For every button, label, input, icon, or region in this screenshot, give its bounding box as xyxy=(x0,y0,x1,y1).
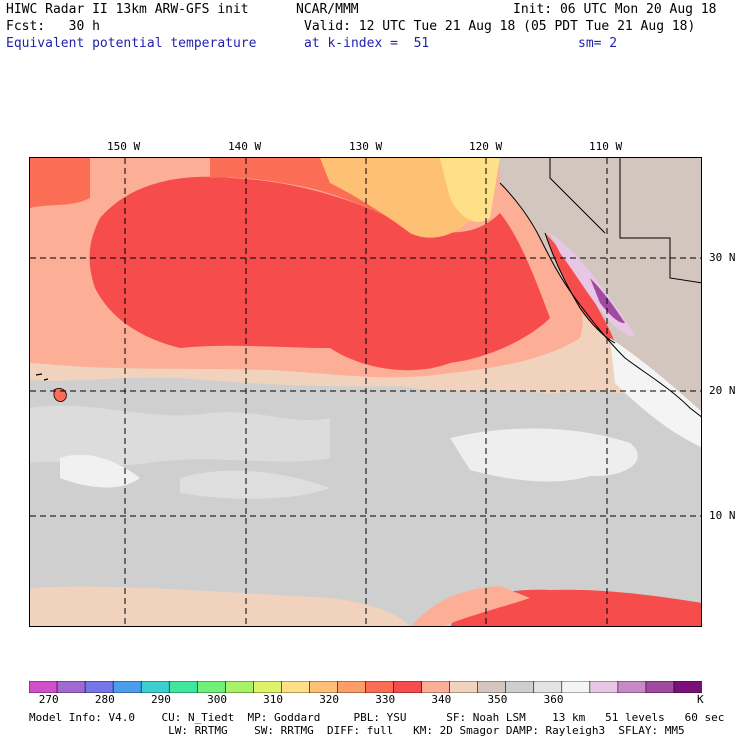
forecast-hour: Fcst: 30 h xyxy=(6,19,100,34)
colorbar-swatch xyxy=(140,681,171,693)
white-patch-1 xyxy=(60,454,140,488)
colorbar-swatch xyxy=(56,681,86,693)
institution-label: NCAR/MMM xyxy=(296,2,359,17)
white-patch-3 xyxy=(180,470,330,499)
field-name: Equivalent potential temperature xyxy=(6,36,257,51)
colorbar-swatch xyxy=(337,681,367,693)
south-salmon-band xyxy=(411,586,530,626)
mexico-coast xyxy=(610,338,701,448)
hawaii-big-island xyxy=(53,388,67,402)
colorbar-tick-label: 310 xyxy=(263,693,283,706)
colorbar-swatch xyxy=(617,681,647,693)
colorbar-swatch xyxy=(505,681,535,693)
coastline xyxy=(499,182,701,418)
colorbar-tick-label: 350 xyxy=(487,693,508,706)
colorbar-swatch xyxy=(309,681,339,693)
colorbar-swatch xyxy=(224,681,255,693)
lat-lon-grid xyxy=(30,158,701,626)
colorbar-tick-label: 320 xyxy=(319,693,340,706)
colorbar xyxy=(29,681,702,693)
level-label: at k-index = 51 xyxy=(304,36,430,51)
south-tan-band xyxy=(30,586,409,626)
red-nw-corner xyxy=(30,158,90,208)
lat-label-10n: 10 N xyxy=(709,509,736,522)
colorbar-swatch xyxy=(29,681,58,693)
colorbar-swatch xyxy=(168,681,199,693)
model-title: HIWC Radar II 13km ARW-GFS init xyxy=(6,2,249,17)
colorbar-swatch xyxy=(561,681,591,693)
colorbar-swatch xyxy=(589,681,619,693)
colorbar-unit: K xyxy=(697,693,704,706)
theta-e-map xyxy=(29,157,702,627)
light-orange-north xyxy=(320,158,480,238)
colorbar-swatch xyxy=(645,681,675,693)
colorbar-swatch xyxy=(84,681,114,693)
state-borders xyxy=(549,158,701,284)
colorbar-swatch xyxy=(281,681,311,693)
lon-label-120w: 120 W xyxy=(469,140,503,153)
tropical-light-band xyxy=(30,405,330,466)
colorbar-tick-label: 280 xyxy=(94,693,115,706)
valid-time: Valid: 12 UTC Tue 21 Aug 18 (05 PDT Tue … xyxy=(304,19,696,34)
colorbar-tick-label: 270 xyxy=(38,693,59,706)
colorbar-swatch xyxy=(393,681,423,693)
init-time: Init: 06 UTC Mon 20 Aug 18 xyxy=(513,2,717,17)
colorbar-tick-label: 330 xyxy=(375,693,396,706)
baja-peninsula xyxy=(545,233,615,343)
red-warm-core xyxy=(89,176,551,371)
lat-label-30n: 30 N xyxy=(709,251,736,264)
smoothing-label: sm= 2 xyxy=(578,36,618,51)
colorbar-tick-label: 300 xyxy=(207,693,227,706)
lon-label-150w: 150 W xyxy=(107,140,141,153)
lon-label-110w: 110 W xyxy=(589,140,623,153)
baja-coastline xyxy=(544,232,616,344)
colorbar-swatch xyxy=(533,681,563,693)
hawaii-small-islands xyxy=(35,373,49,381)
model-info-line1: Model Info: V4.0 CU: N_Tiedt MP: Goddard… xyxy=(29,711,725,724)
colorbar-tick-label: 290 xyxy=(151,693,171,706)
colorbar-tick-label: 360 xyxy=(543,693,564,706)
colorbar-swatch xyxy=(449,681,479,693)
colorbar-swatch xyxy=(673,681,702,693)
colorbar-tick-label: 340 xyxy=(431,693,452,706)
lat-label-20n: 20 N xyxy=(709,384,736,397)
colorbar-swatch xyxy=(253,681,283,693)
lon-label-140w: 140 W xyxy=(228,140,262,153)
model-info-line2: LW: RRTMG SW: RRTMG DIFF: full KM: 2D Sm… xyxy=(29,724,685,737)
yellow-north xyxy=(440,158,500,222)
white-patch-2 xyxy=(450,428,638,482)
colorbar-swatch xyxy=(196,681,227,693)
colorbar-swatch xyxy=(365,681,395,693)
colorbar-swatch xyxy=(477,681,507,693)
colorbar-swatch xyxy=(421,681,451,693)
lon-label-130w: 130 W xyxy=(349,140,383,153)
colorbar-ticks: 270 280 290 300 310 320 330 340 350 360 xyxy=(29,694,702,708)
colorbar-swatch xyxy=(112,681,142,693)
map-canvas xyxy=(30,158,701,626)
